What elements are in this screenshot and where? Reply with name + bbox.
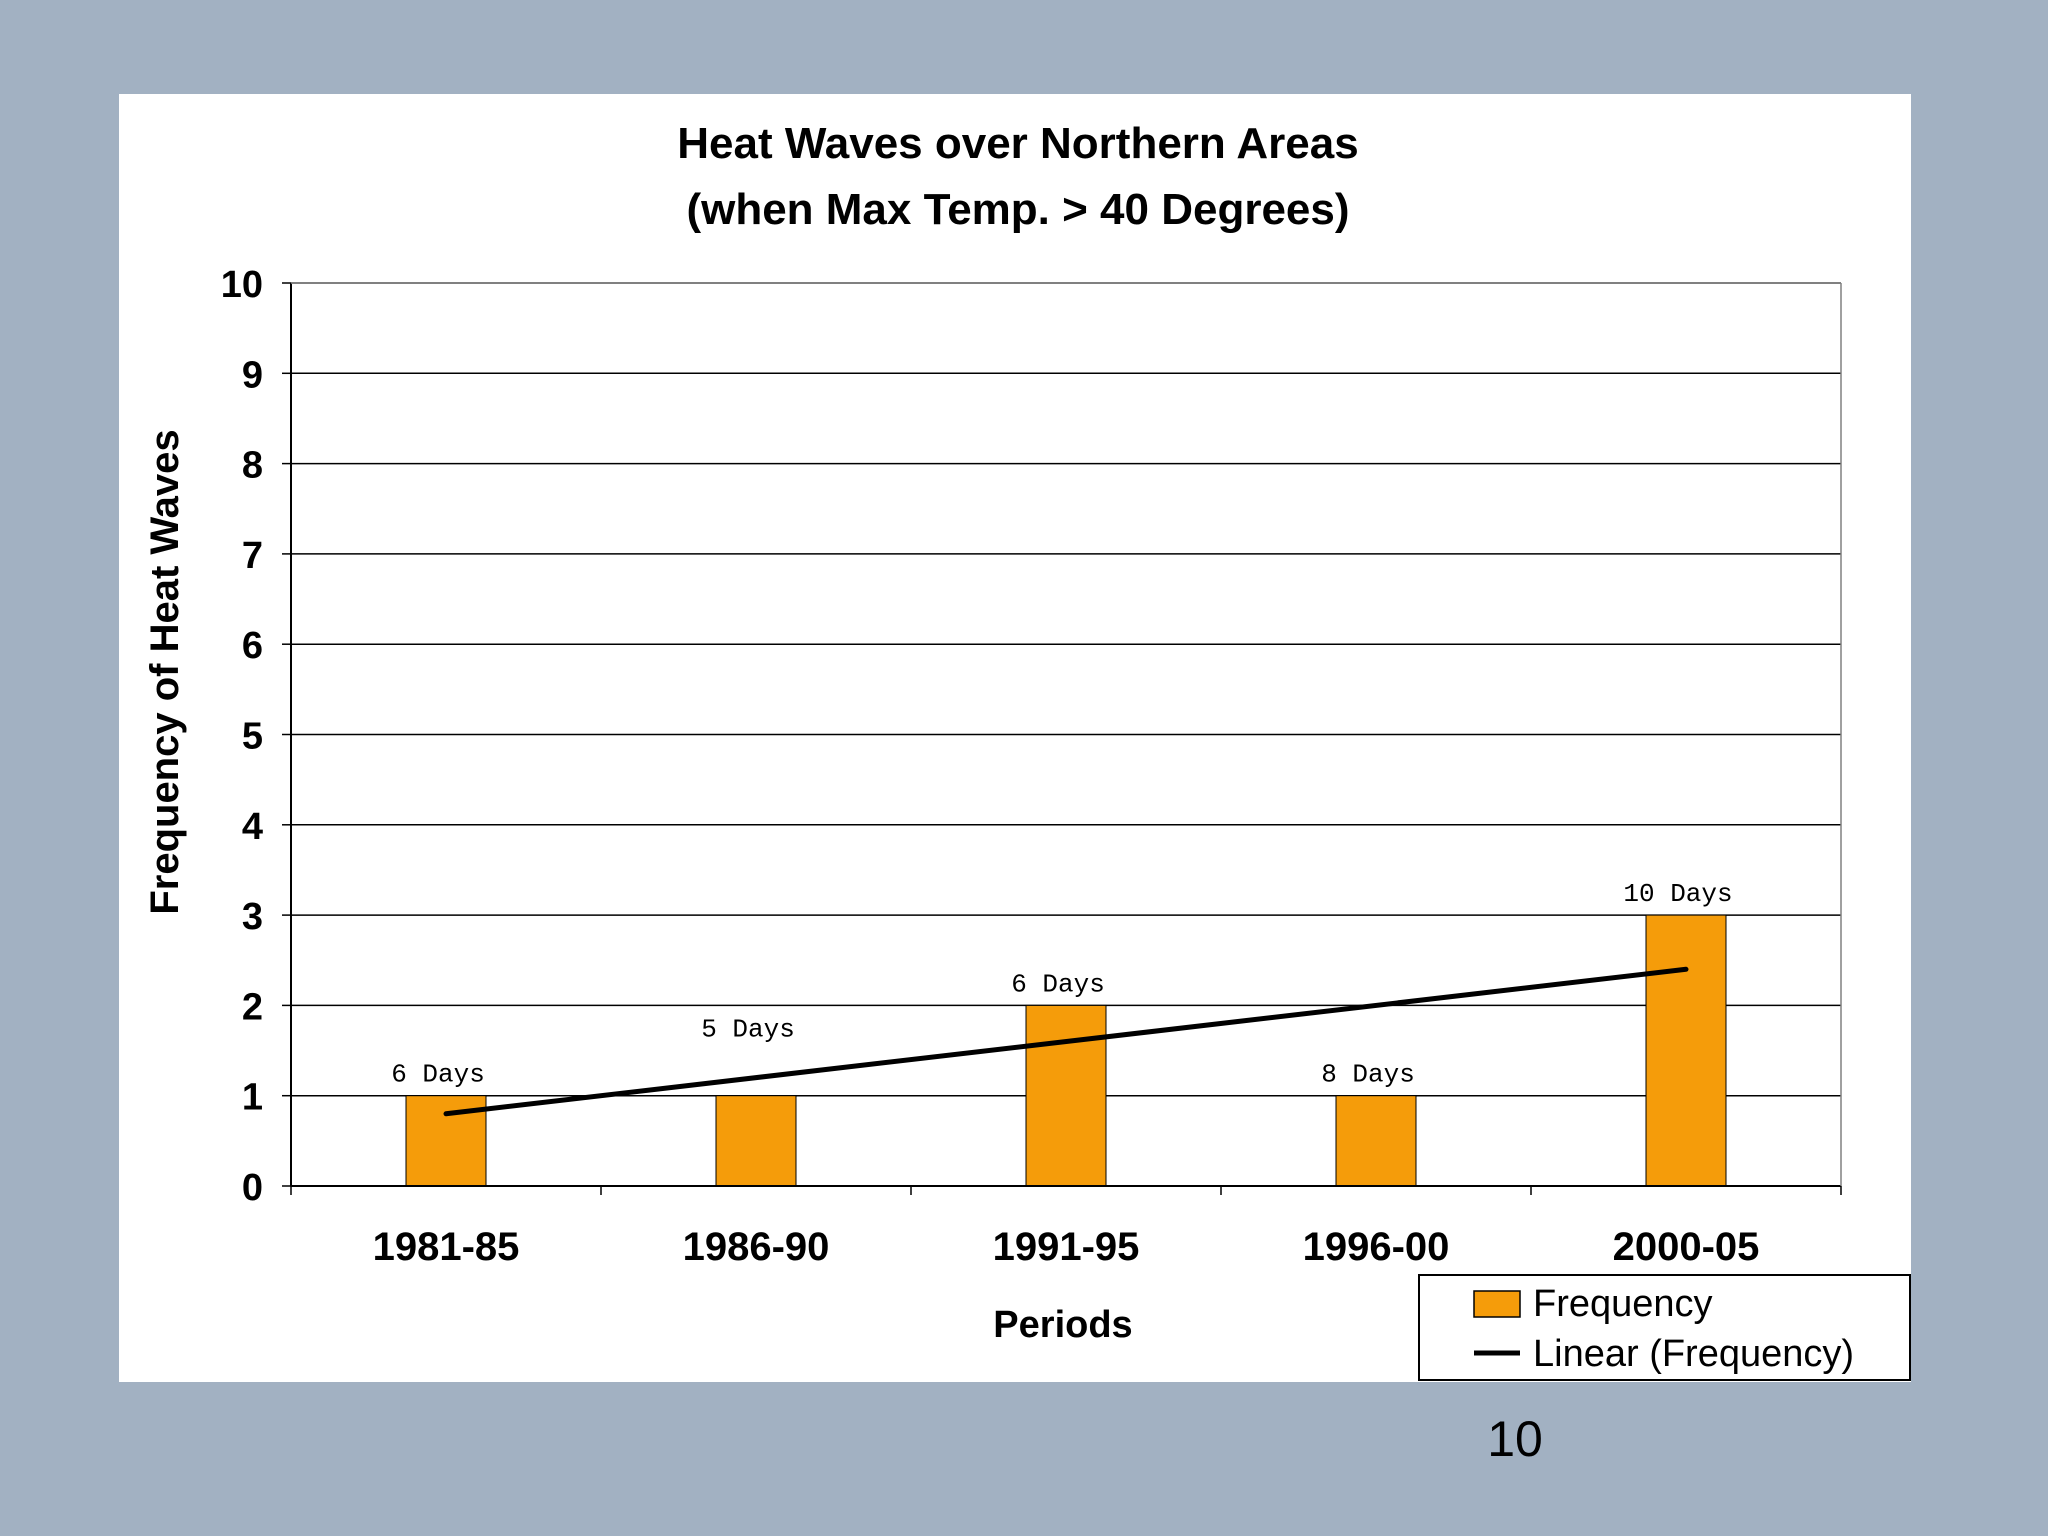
y-tick-label: 5 (242, 716, 263, 758)
x-tick-label: 1991-95 (993, 1225, 1140, 1269)
bar-1991-95 (1025, 1004, 1107, 1187)
bar-data-label: 8 Days (1321, 1060, 1415, 1090)
x-axis-title: Periods (993, 1304, 1132, 1346)
bar-data-label: 6 Days (1011, 969, 1105, 999)
trendline (443, 966, 1689, 1117)
y-tick-label: 10 (221, 264, 263, 306)
trendline-group (443, 966, 1689, 1117)
bar-data-label: 10 Days (1623, 879, 1732, 909)
bar-1986-90 (715, 1095, 797, 1187)
legend-swatch-frequency (1473, 1290, 1521, 1318)
y-tick-label: 7 (242, 535, 263, 577)
bar-data-label: 5 Days (701, 1015, 795, 1045)
y-tick-label: 1 (242, 1077, 263, 1119)
y-tick-label: 0 (242, 1167, 263, 1209)
bar-data-label: 6 Days (391, 1060, 485, 1090)
chart-title: Heat Waves over Northern Areas (677, 119, 1358, 168)
x-tick-label: 1981-85 (373, 1225, 520, 1269)
x-tick-label: 1996-00 (1303, 1225, 1450, 1269)
y-tick-label: 3 (242, 896, 263, 938)
chart-subtitle: (when Max Temp. > 40 Degrees) (686, 185, 1349, 234)
bar-data-labels: 6 Days 5 Days 6 Days 8 Days 10 Days (391, 879, 1732, 1090)
x-tick-label: 1986-90 (683, 1225, 830, 1269)
x-axis-ticks: 1981-85 1986-90 1991-95 1996-00 2000-05 (290, 1186, 1842, 1269)
y-axis-ticks: 0 1 2 3 4 5 6 7 8 9 10 (221, 264, 291, 1209)
y-tick-label: 4 (242, 806, 263, 848)
x-tick-label: 2000-05 (1613, 1225, 1760, 1269)
bars (405, 914, 1727, 1187)
legend: Frequency Linear (Frequency) (1418, 1274, 1911, 1381)
bar-1996-00 (1335, 1095, 1417, 1187)
y-tick-label: 6 (242, 625, 263, 667)
chart-panel (119, 94, 1911, 1382)
y-tick-label: 2 (242, 986, 263, 1028)
y-tick-label: 9 (242, 354, 263, 396)
axes (290, 282, 1842, 1187)
page-number: 10 (1487, 1411, 1543, 1467)
legend-label-linear: Linear (Frequency) (1533, 1333, 1854, 1375)
bar-2000-05 (1645, 914, 1727, 1187)
legend-label-frequency: Frequency (1533, 1283, 1713, 1325)
y-axis-title: Frequency of Heat Waves (143, 429, 187, 914)
y-tick-label: 8 (242, 445, 263, 487)
